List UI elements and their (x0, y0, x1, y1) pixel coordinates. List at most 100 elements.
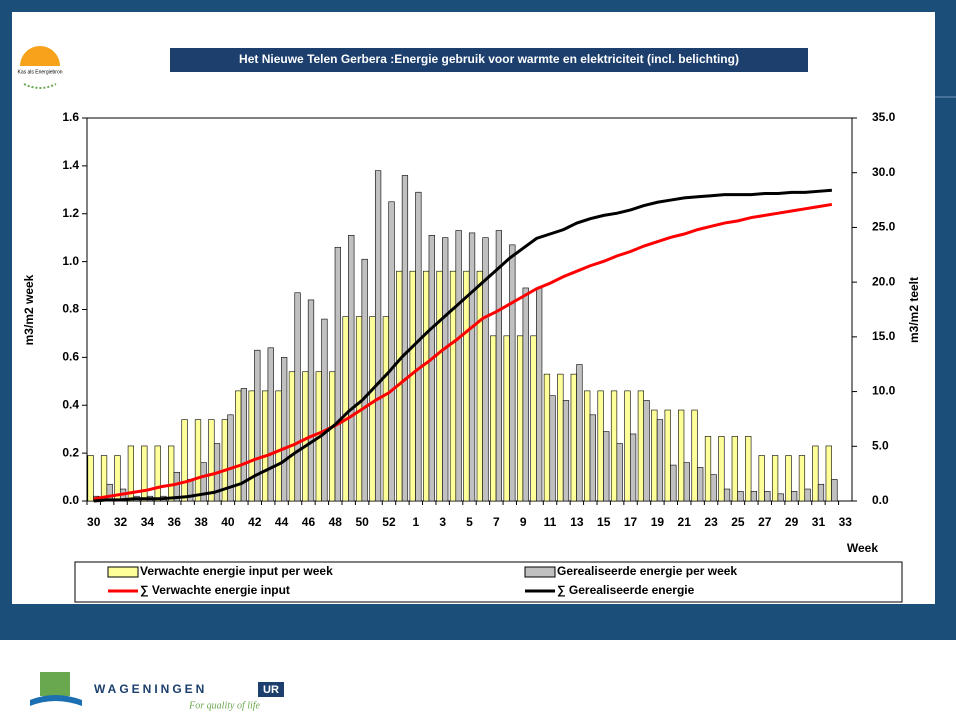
bar (656, 419, 664, 502)
line (93, 188, 832, 503)
x-tick-label: 15 (597, 515, 611, 529)
bar (168, 445, 175, 502)
bar (710, 474, 717, 502)
bar (562, 400, 570, 502)
bar (482, 237, 489, 502)
bar (637, 390, 645, 502)
sun-logo: Kas als Energiebron (17, 46, 63, 89)
y-tick-label: 0.6 (62, 350, 79, 364)
y2-tick-label: 15.0 (872, 329, 896, 343)
legend (74, 561, 903, 603)
legend-label: ∑ Verwachte energie input (140, 583, 290, 597)
bar (87, 455, 94, 502)
bar (812, 445, 819, 502)
bar (154, 445, 161, 502)
bar (442, 237, 449, 502)
bar (785, 455, 792, 502)
x-tick-label: 42 (248, 515, 262, 529)
logo-text: Kas als Energiebron (17, 69, 62, 75)
x-tick-label: 48 (329, 515, 343, 529)
bar (100, 455, 108, 502)
bar (127, 445, 135, 502)
bar (737, 491, 744, 502)
x-tick-label: 1 (412, 515, 419, 529)
bar (254, 349, 261, 502)
sun-shape (20, 46, 60, 66)
legend-label: Verwachte energie input per week (140, 564, 333, 578)
x-tick-label: 27 (758, 515, 772, 529)
x-axis-label: Week (847, 541, 878, 555)
bar (388, 201, 395, 502)
bar (173, 471, 180, 502)
bar (361, 258, 368, 502)
bar (369, 316, 376, 502)
x-tick-label: 13 (570, 515, 584, 529)
bar (423, 270, 430, 502)
bar (342, 316, 349, 502)
sun-grass (23, 83, 57, 89)
legend-swatch (107, 566, 139, 578)
brand: WAGENINGEN (94, 682, 207, 696)
x-tick-label: 29 (785, 515, 799, 529)
x-tick-label: 21 (678, 515, 692, 529)
bar (791, 491, 798, 502)
bar (382, 316, 390, 502)
bar (570, 373, 577, 502)
bar (745, 436, 752, 502)
bar (240, 388, 248, 502)
bar (275, 390, 282, 502)
x-tick-label: 31 (812, 515, 826, 529)
bar (463, 270, 470, 502)
y-tick-label: 0.8 (62, 302, 79, 316)
bar (589, 414, 596, 502)
x-tick-label: 38 (194, 515, 208, 529)
bar (509, 244, 516, 502)
bar (723, 488, 731, 502)
bar (516, 335, 524, 502)
bar (825, 445, 832, 502)
y-tick-label: 0.0 (62, 493, 79, 507)
bar (798, 455, 806, 502)
bar (704, 436, 712, 502)
bar (624, 390, 631, 502)
bar (731, 436, 738, 502)
x-tick-label: 36 (168, 515, 182, 529)
y2-tick-label: 10.0 (872, 384, 896, 398)
bar (468, 232, 476, 502)
y2-tick-label: 30.0 (872, 165, 896, 179)
bar (643, 400, 650, 502)
bar (678, 409, 685, 502)
bar (777, 493, 784, 502)
bar (522, 287, 529, 502)
y2-tick-label: 35.0 (872, 110, 896, 124)
bar (597, 390, 604, 502)
title-box (170, 48, 808, 72)
x-tick-label: 3 (439, 515, 446, 529)
bar (141, 445, 148, 502)
x-tick-label: 50 (355, 515, 369, 529)
line (93, 202, 833, 501)
bar (549, 395, 556, 502)
bar (817, 483, 825, 502)
bar (334, 246, 341, 502)
bar (200, 462, 207, 502)
bar (307, 299, 315, 502)
y-tick-label: 1.4 (62, 158, 79, 172)
bar (281, 357, 288, 502)
bar (261, 390, 269, 502)
y2-axis-label: m3/m2 teelt (907, 277, 921, 343)
bar (415, 191, 422, 502)
bar (691, 409, 698, 502)
bar (321, 318, 328, 502)
bar (758, 455, 765, 502)
x-tick-label: 19 (651, 515, 665, 529)
bar (374, 170, 382, 502)
bar (750, 491, 758, 502)
bar (543, 373, 551, 502)
bar (329, 371, 336, 502)
bar (208, 419, 215, 502)
bar (495, 230, 503, 502)
brand-box (258, 682, 284, 697)
legend-label: Gerealiseerde energie per week (557, 564, 737, 578)
bar (610, 390, 618, 502)
